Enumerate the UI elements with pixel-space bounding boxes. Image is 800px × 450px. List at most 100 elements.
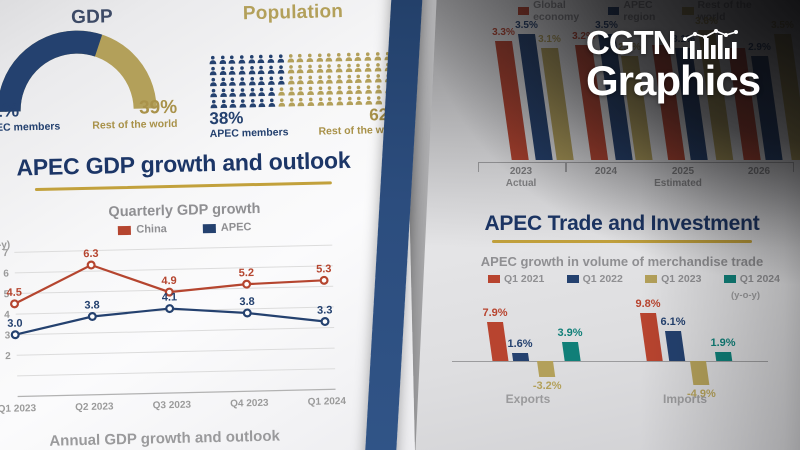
- person-icon: [209, 66, 218, 76]
- person-icon: [229, 65, 238, 75]
- x-tick-label: Q2 2023: [75, 401, 114, 413]
- person-icon: [355, 85, 364, 95]
- person-icon: [287, 53, 296, 63]
- outlook-legend-swatch-0: [518, 7, 530, 15]
- outlook-year-2026: 2026: [747, 166, 771, 177]
- data-point-label: 4.9: [161, 275, 177, 287]
- outlook-year-2023: 2023: [509, 166, 533, 177]
- data-point-marker: [10, 330, 20, 340]
- person-icon: [258, 98, 267, 108]
- data-point-marker: [319, 275, 329, 285]
- person-icon: [316, 74, 325, 84]
- trade-legend-item-2: Q1 2023: [645, 273, 701, 285]
- gdp-growth-title: APEC GDP growth and outlook: [16, 146, 351, 181]
- trade-bar-Imports-2: [690, 361, 710, 385]
- estimated-bracket: [565, 162, 794, 172]
- trade-legend-label-1: Q1 2022: [582, 273, 623, 285]
- outlook-bar-value: 3.1%: [538, 34, 561, 46]
- person-icon: [306, 75, 315, 85]
- trade-legend-swatch-1: [566, 275, 579, 283]
- person-icon: [316, 52, 325, 62]
- trade-category-Exports: Exports: [505, 392, 551, 406]
- person-icon: [364, 62, 373, 72]
- data-point-marker: [164, 287, 174, 297]
- trade-bar-Imports-1: [665, 331, 686, 361]
- person-icon: [220, 99, 229, 109]
- gdp-rest-share: 39% Rest of the world: [92, 97, 178, 133]
- outlook-year-2024: 2024: [594, 166, 618, 177]
- person-icon: [219, 66, 228, 76]
- person-icon: [210, 99, 219, 109]
- trade-bar-value: 1.6%: [507, 338, 533, 351]
- gridline: [16, 347, 335, 356]
- person-icon: [375, 95, 384, 105]
- person-icon: [346, 96, 355, 106]
- trade-legend-label-3: Q1 2024: [739, 273, 780, 285]
- trade-title-underline: [492, 240, 752, 243]
- person-icon: [258, 76, 267, 86]
- person-icon: [345, 74, 354, 84]
- gridline: [17, 368, 336, 377]
- person-icon: [297, 97, 306, 107]
- gridline: [14, 244, 333, 253]
- trade-legend-label-0: Q1 2021: [504, 273, 545, 285]
- outlook-bar-value: 2.9%: [748, 41, 771, 53]
- data-point-label: 6.3: [83, 248, 99, 260]
- trade-category-Imports: Imports: [662, 392, 707, 406]
- person-icon: [277, 75, 286, 85]
- person-icon: [210, 88, 219, 98]
- person-icon: [316, 63, 325, 73]
- person-icon: [258, 65, 267, 75]
- person-icon: [354, 52, 363, 62]
- person-icon: [297, 86, 306, 96]
- trade-bar-value: 9.8%: [635, 297, 661, 310]
- gdp-rest-label: Rest of the world: [92, 117, 178, 132]
- y-axis-unit-label: (%, y-o-y): [0, 240, 10, 252]
- outlook-bar-value: 3.3%: [492, 27, 515, 39]
- person-icon: [277, 53, 286, 63]
- trade-legend-swatch-0: [488, 275, 500, 283]
- outlook-legend-swatch-2: [682, 7, 694, 15]
- person-icon: [297, 75, 306, 85]
- right-page: Global economy APEC region Rest of the wor…: [415, 0, 800, 450]
- trade-axis-line: [452, 361, 768, 362]
- person-icon: [335, 63, 344, 73]
- left-page: GDP Population 61% APEC members 39% Rest…: [0, 0, 416, 450]
- outlook-legend-label-1: APEC region: [623, 0, 656, 23]
- person-icon: [296, 64, 305, 74]
- actual-label: Actual: [505, 178, 537, 189]
- population-pictogram: [209, 51, 403, 109]
- person-icon: [345, 63, 354, 73]
- trade-section-title: APEC Trade and Investment: [484, 212, 760, 235]
- person-icon: [219, 77, 228, 87]
- trade-legend-item-1: Q1 2022: [566, 273, 623, 285]
- person-icon: [326, 85, 335, 95]
- person-icon: [364, 51, 373, 61]
- trade-legend-item-3: Q1 2024: [723, 273, 780, 285]
- trade-bar-Exports-3: [562, 341, 581, 361]
- person-icon: [365, 95, 374, 105]
- population-apec-pct: 38%: [209, 108, 244, 129]
- person-icon: [375, 84, 384, 94]
- logo-brand-text: CGTN: [586, 24, 676, 61]
- trade-subtitle: APEC growth in volume of merchandise tra…: [480, 254, 764, 269]
- actual-bracket: [478, 162, 567, 172]
- person-icon: [326, 96, 335, 106]
- person-icon: [228, 54, 237, 64]
- y-tick-label: 2: [5, 351, 11, 362]
- gdp-apec-label: APEC members: [0, 120, 61, 135]
- person-icon: [374, 62, 383, 72]
- data-point-marker: [86, 260, 96, 270]
- outlook-bar-value: 3.6%: [695, 16, 718, 28]
- person-icon: [249, 98, 258, 108]
- data-point-label: 3.8: [84, 299, 100, 311]
- trade-bar-value: -3.2%: [532, 379, 562, 392]
- outlook-legend-item-1: APEC region: [608, 0, 682, 23]
- person-icon: [345, 85, 354, 95]
- data-point-marker: [10, 299, 20, 309]
- trade-legend-item-0: Q1 2021: [488, 273, 544, 285]
- outlook-bar-value: 2.9%: [618, 41, 641, 53]
- person-icon: [374, 73, 383, 83]
- gridline: [15, 285, 334, 295]
